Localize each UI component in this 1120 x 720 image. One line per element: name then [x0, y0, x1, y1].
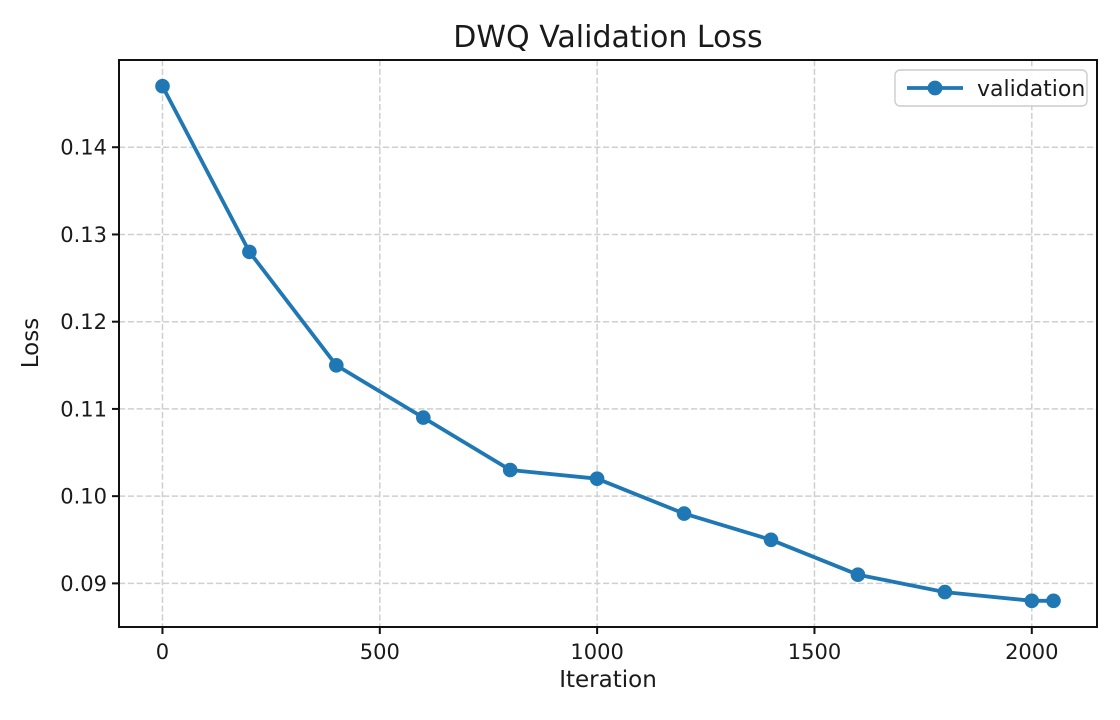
x-tick-label: 500 — [360, 640, 400, 664]
data-point-marker — [589, 471, 605, 487]
chart-title: DWQ Validation Loss — [453, 20, 762, 55]
series-line-validation — [160, 84, 1056, 603]
x-tick-label: 2000 — [1005, 640, 1058, 664]
x-tick-label: 0 — [156, 640, 169, 664]
y-tick-label: 0.10 — [60, 485, 107, 509]
data-point-marker — [502, 462, 518, 478]
data-point-marker — [850, 567, 866, 582]
y-axis-label: Loss — [18, 318, 44, 368]
legend-marker-icon — [927, 80, 943, 96]
x-axis-label: Iteration — [559, 667, 657, 693]
y-tick-label: 0.11 — [60, 397, 107, 421]
legend-box — [894, 69, 1088, 107]
y-tick-label: 0.12 — [60, 310, 107, 334]
data-point-marker — [937, 584, 953, 600]
series-layer — [155, 78, 1061, 609]
y-tick-label: 0.13 — [60, 223, 107, 247]
data-point-marker — [155, 78, 170, 94]
data-point-marker — [1024, 593, 1040, 609]
data-point-marker — [763, 532, 779, 548]
data-point-marker — [416, 410, 431, 425]
y-tick-label: 0.09 — [60, 572, 107, 596]
data-point-marker — [1046, 593, 1061, 609]
plot-frame — [118, 59, 1098, 628]
y-tick-label: 0.14 — [60, 136, 107, 160]
x-tick-label: 1500 — [788, 640, 841, 664]
x-tick-label: 1000 — [570, 640, 623, 664]
tick-layer: 0 500 1000 1500 2000 0.09 0.10 0.11 0.12 0.13 0.14 — [60, 136, 1058, 664]
data-point-marker — [676, 506, 692, 521]
data-point-marker — [242, 244, 257, 260]
legend-label: validation — [977, 77, 1085, 102]
data-point-marker — [329, 358, 344, 373]
grid-layer — [119, 60, 1097, 627]
legend: validation — [894, 69, 1088, 107]
